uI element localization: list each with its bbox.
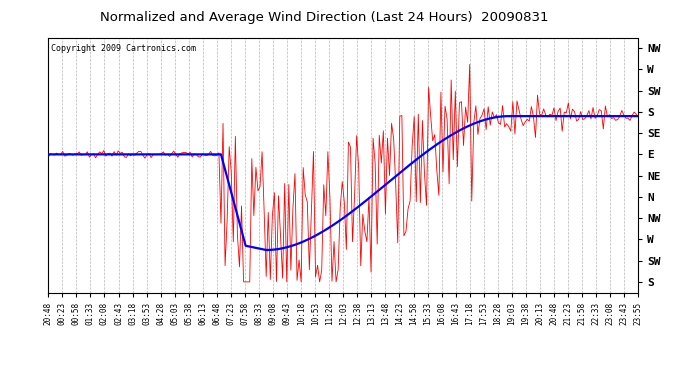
Text: Normalized and Average Wind Direction (Last 24 Hours)  20090831: Normalized and Average Wind Direction (L… xyxy=(100,11,549,24)
Text: Copyright 2009 Cartronics.com: Copyright 2009 Cartronics.com xyxy=(51,44,196,53)
